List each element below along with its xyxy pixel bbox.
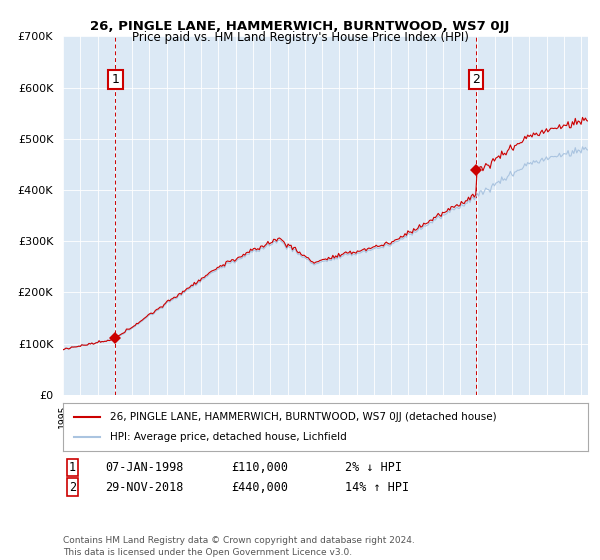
Text: HPI: Average price, detached house, Lichfield: HPI: Average price, detached house, Lich… <box>110 432 347 442</box>
Text: £440,000: £440,000 <box>231 480 288 494</box>
Text: 14% ↑ HPI: 14% ↑ HPI <box>345 480 409 494</box>
Text: 26, PINGLE LANE, HAMMERWICH, BURNTWOOD, WS7 0JJ: 26, PINGLE LANE, HAMMERWICH, BURNTWOOD, … <box>91 20 509 32</box>
Text: 29-NOV-2018: 29-NOV-2018 <box>105 480 184 494</box>
Text: 1: 1 <box>69 461 76 474</box>
Text: 2: 2 <box>472 73 480 86</box>
Text: £110,000: £110,000 <box>231 461 288 474</box>
Text: 2% ↓ HPI: 2% ↓ HPI <box>345 461 402 474</box>
Text: 07-JAN-1998: 07-JAN-1998 <box>105 461 184 474</box>
Text: Contains HM Land Registry data © Crown copyright and database right 2024.
This d: Contains HM Land Registry data © Crown c… <box>63 536 415 557</box>
Text: 2: 2 <box>69 480 76 494</box>
Text: 26, PINGLE LANE, HAMMERWICH, BURNTWOOD, WS7 0JJ (detached house): 26, PINGLE LANE, HAMMERWICH, BURNTWOOD, … <box>110 412 497 422</box>
Text: Price paid vs. HM Land Registry's House Price Index (HPI): Price paid vs. HM Land Registry's House … <box>131 31 469 44</box>
Text: 1: 1 <box>112 73 119 86</box>
